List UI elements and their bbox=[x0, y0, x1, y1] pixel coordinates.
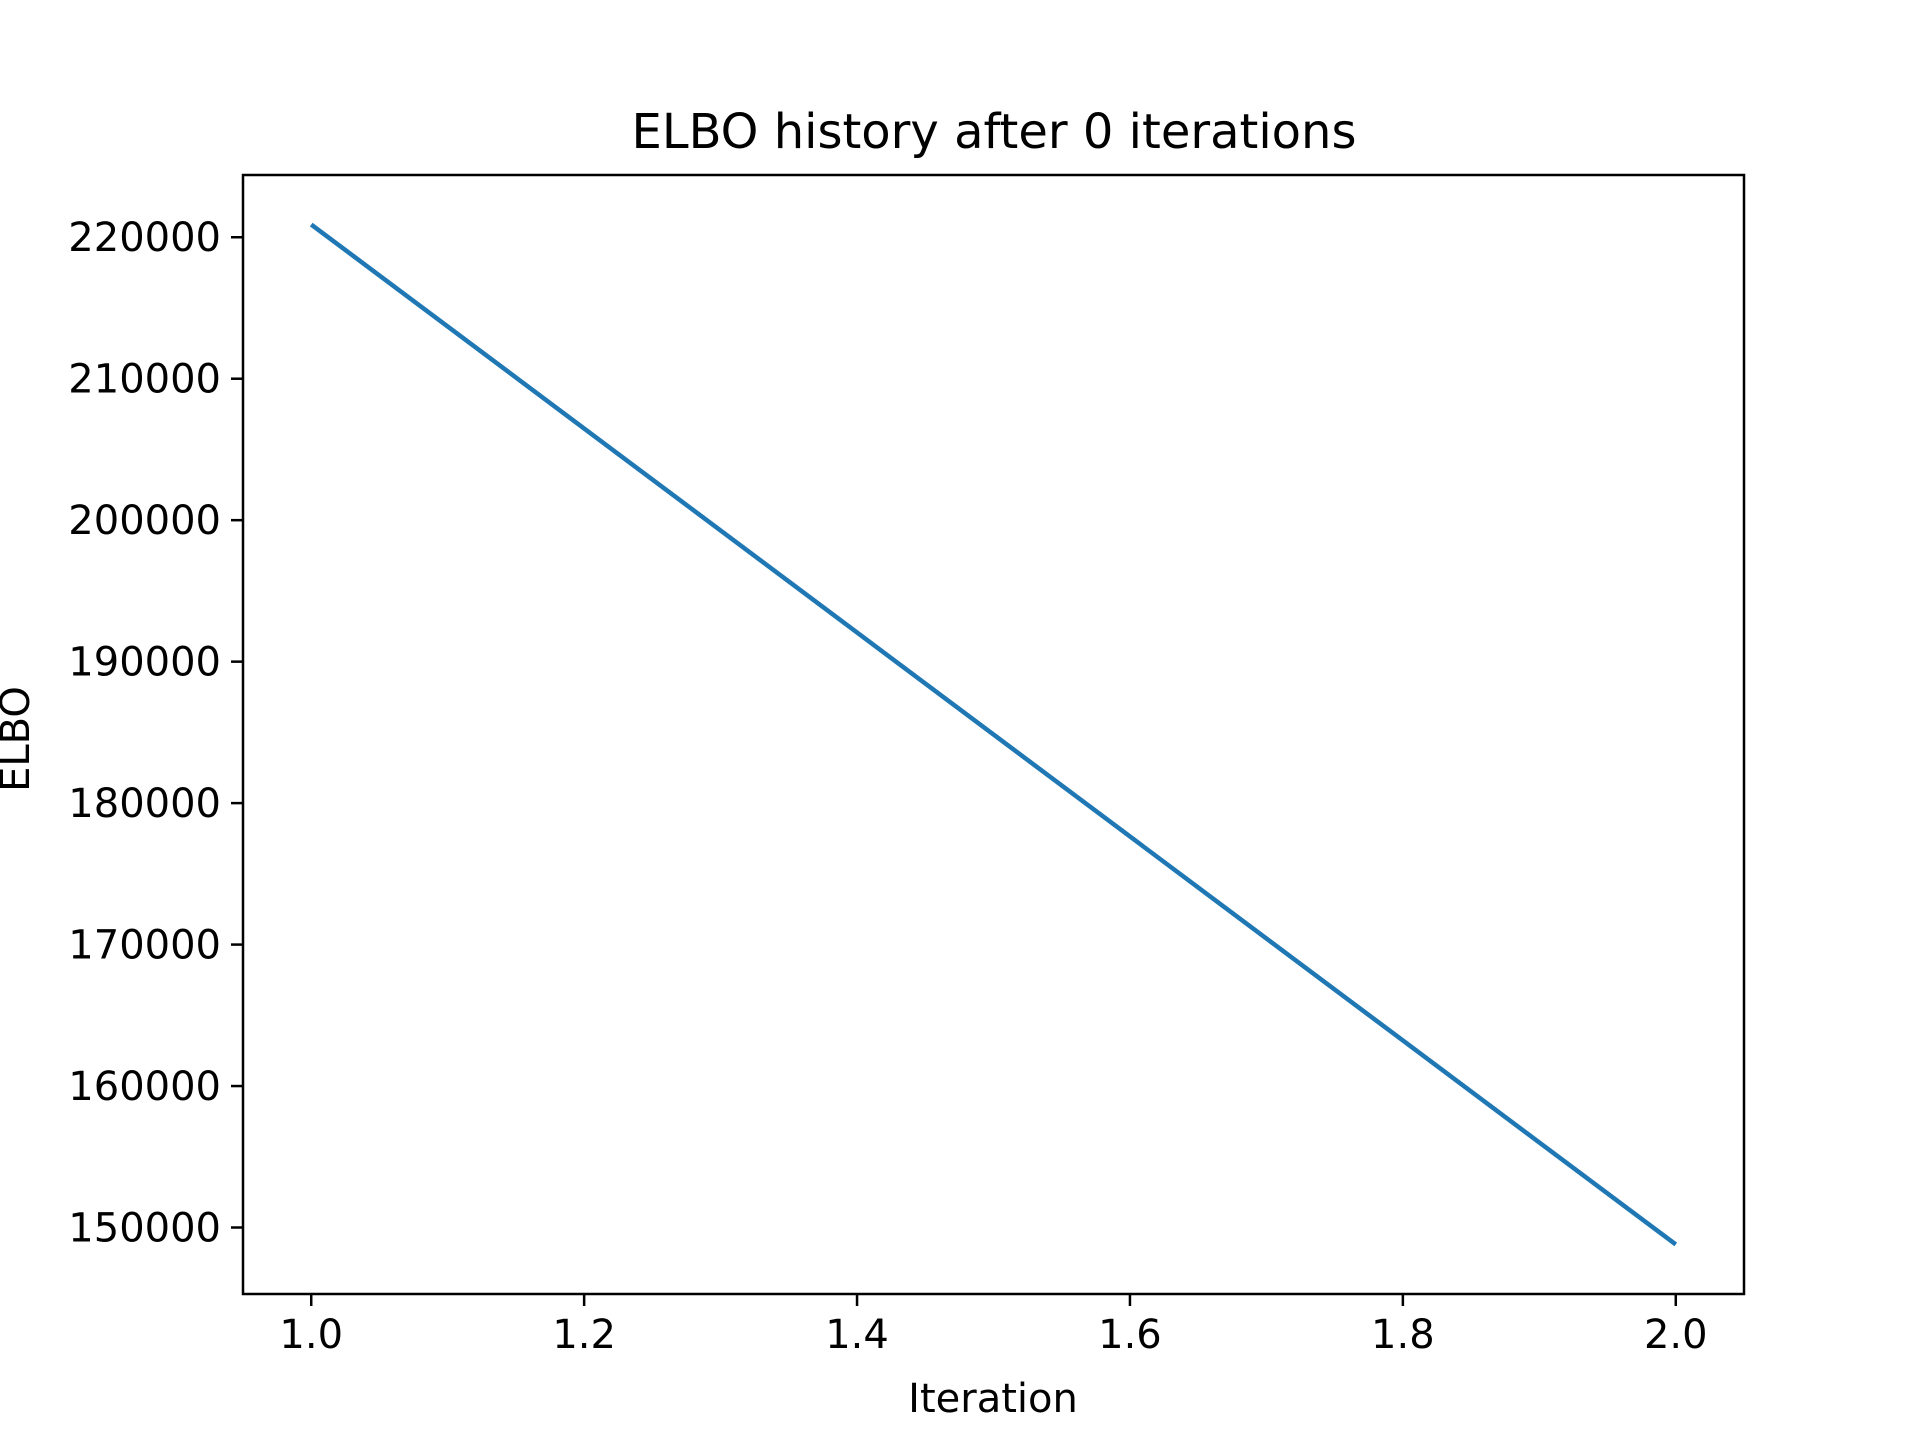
series-line-0 bbox=[309, 222, 1678, 1247]
x-tick-label: 2.0 bbox=[1644, 1312, 1708, 1358]
y-tick-label: 150000 bbox=[68, 1206, 221, 1252]
x-axis-label: Iteration bbox=[908, 1376, 1078, 1422]
x-tick-label: 1.4 bbox=[825, 1312, 889, 1358]
y-tick-label: 190000 bbox=[68, 640, 221, 686]
x-tick-label: 1.6 bbox=[1098, 1312, 1162, 1358]
axes: 1.0 1.2 1.4 1.6 1.8 2.0 150000 160000 170000 1800… bbox=[68, 215, 1707, 1358]
x-tick-label: 1.0 bbox=[279, 1312, 343, 1358]
y-tick-label: 160000 bbox=[68, 1064, 221, 1110]
y-tick-label: 180000 bbox=[68, 781, 221, 827]
y-tick-label: 200000 bbox=[68, 498, 221, 544]
plot-frame bbox=[241, 173, 1746, 1296]
y-axis-label: ELBO bbox=[0, 686, 39, 792]
x-tick-label: 1.8 bbox=[1371, 1312, 1435, 1358]
y-tick-label: 210000 bbox=[68, 357, 221, 403]
x-tick-label: 1.2 bbox=[552, 1312, 616, 1358]
y-tick-label: 170000 bbox=[68, 923, 221, 969]
plot-area bbox=[309, 222, 1678, 1247]
y-tick-label: 220000 bbox=[68, 215, 221, 261]
chart-title: ELBO history after 0 iterations bbox=[632, 104, 1357, 160]
